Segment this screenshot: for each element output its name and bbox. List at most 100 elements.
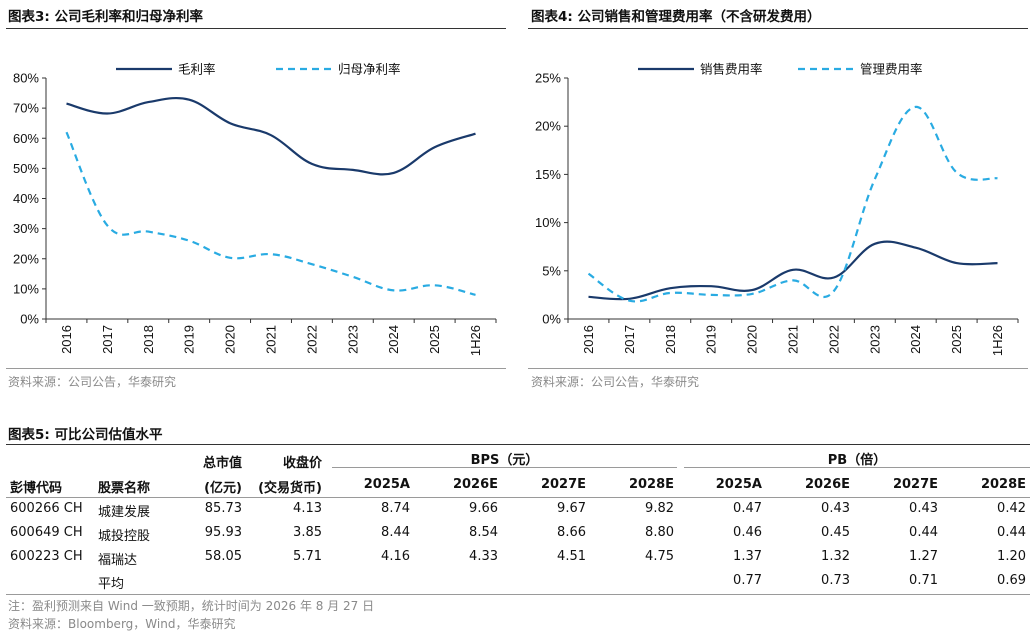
table-row-1-pb-2026e: 0.43 (821, 501, 850, 516)
table-row-1-name: 城建发展 (98, 505, 151, 520)
table-row-2-mktcap: 95.93 (204, 525, 242, 540)
chart3-title: 图表3: 公司毛利率和归母净利率 (8, 9, 203, 25)
chart3-y-tick-label: 60% (13, 131, 39, 146)
bps-group-rule (332, 467, 677, 468)
chart3-y-tick-label: 80% (13, 71, 39, 86)
table-row-1-pb-2025a: 0.47 (733, 501, 762, 516)
chart3-x-tick-label: 2018 (141, 325, 156, 354)
header-mktcap-2: (亿元) (204, 481, 242, 496)
chart4-x-tick-label: 1H26 (990, 325, 1005, 356)
chart3-y-tick-label: 10% (13, 281, 39, 296)
chart3-y-tick-label: 30% (13, 221, 39, 236)
table-row-3-bps-2027e: 4.51 (557, 549, 586, 564)
chart3-x-tick-label: 2025 (427, 325, 442, 354)
chart4-x-tick-label: 2020 (745, 325, 760, 354)
table-row-3-code: 600223 CH (10, 549, 83, 564)
chart4-x-tick-label: 2018 (663, 325, 678, 354)
table5-bottom-rule (6, 594, 1030, 595)
table-row-3-bps-2025a: 4.16 (381, 549, 410, 564)
table-row-2-pb-2026e: 0.45 (821, 525, 850, 540)
chart3-y-tick-label: 0% (20, 312, 39, 327)
chart3-x-tick-label: 2019 (182, 325, 197, 354)
table-row-2-bps-2026e: 8.54 (469, 525, 498, 540)
chart3-plot: 0% 10% 20% 30% 40% 50% 60% 70% 80% 2016 2017 2018 20… (13, 62, 497, 356)
header-bps-2028e: 2028E (628, 477, 674, 492)
table-row-1-mktcap: 85.73 (204, 501, 242, 516)
table-row-1-bps-2026e: 9.66 (469, 501, 498, 516)
chart3-source: 资料来源：公司公告，华泰研究 (8, 375, 177, 389)
table-row-2-pb-2025a: 0.46 (733, 525, 762, 540)
average-pb-2027e: 0.71 (909, 573, 938, 588)
chart4-x-tick-label: 2021 (786, 325, 801, 354)
chart3-y-tick-label: 50% (13, 161, 39, 176)
chart3-x-tick-label: 2021 (264, 325, 279, 354)
table-row-3-mktcap: 58.05 (204, 549, 242, 564)
chart4-title-rule (528, 28, 1028, 29)
table-row-1-bps-2028e: 9.82 (645, 501, 674, 516)
chart3-series-line-1 (66, 97, 476, 176)
chart4-y-tick-label: 0% (542, 312, 561, 327)
chart4-series-line-1 (588, 240, 998, 301)
chart4-x-tick-label: 2022 (826, 325, 841, 354)
chart4-plot: 0% 5% 10% 15% 20% 25% 2016 2017 2018 2019 2020 2021… (535, 62, 1019, 356)
chart4-source-rule (528, 368, 1028, 369)
table-row-3-pb-2027e: 1.27 (909, 549, 938, 564)
bps-group-header: BPS（元） (470, 453, 539, 468)
average-pb-2028e: 0.69 (997, 573, 1026, 588)
average-label: 平均 (98, 577, 125, 592)
average-pb-2026e: 0.73 (821, 573, 850, 588)
chart3-title-rule (6, 28, 506, 29)
header-code: 彭博代码 (10, 481, 63, 496)
table-row-2-bps-2025a: 8.44 (381, 525, 410, 540)
table-row-3-close: 5.71 (293, 549, 322, 564)
chart4-y-tick-label: 20% (535, 119, 561, 134)
table-row-2-pb-2028e: 0.44 (997, 525, 1026, 540)
chart3-x-tick-label: 2020 (223, 325, 238, 354)
chart4-legend-label-2: 管理费用率 (860, 62, 923, 77)
chart4-x-tick-label: 2023 (867, 325, 882, 354)
chart3-y-tick-label: 70% (13, 101, 39, 116)
chart4-x-tick-label: 2016 (581, 325, 596, 354)
pb-group-rule (684, 467, 1030, 468)
header-pb-2025a: 2025A (715, 477, 762, 492)
chart4-x-tick-label: 2019 (704, 325, 719, 354)
chart4-x-tick-label: 2024 (908, 325, 923, 354)
table-row-1-pb-2028e: 0.42 (997, 501, 1026, 516)
table-row-3-name: 福瑞达 (98, 553, 138, 568)
table5-note: 注：盈利预测来自 Wind 一致预期，统计时间为 2026 年 8 月 27 日 (8, 599, 375, 613)
header-pb-2028e: 2028E (980, 477, 1026, 492)
chart3-legend-label-2: 归母净利率 (338, 62, 401, 77)
header-bps-2025a: 2025A (363, 477, 410, 492)
chart4-title: 图表4: 公司销售和管理费用率（不含研发费用） (531, 9, 821, 25)
chart4-y-tick-label: 25% (535, 71, 561, 86)
table-row-3-pb-2028e: 1.20 (997, 549, 1026, 564)
table-row-2-name: 城投控股 (98, 529, 151, 544)
chart3-y-tick-label: 20% (13, 251, 39, 266)
table-row-3-pb-2026e: 1.32 (821, 549, 850, 564)
chart4-legend-label-1: 销售费用率 (700, 62, 763, 77)
header-bottom-rule (6, 497, 1030, 498)
chart3-series-line-2 (65, 131, 476, 296)
chart4-y-tick-label: 10% (535, 215, 561, 230)
chart3-x-tick-label: 2023 (345, 325, 360, 354)
chart3-legend-label-1: 毛利率 (178, 62, 216, 77)
chart4-series-line-2 (587, 105, 998, 303)
header-close-1: 收盘价 (282, 456, 322, 471)
table-row-3-bps-2026e: 4.33 (469, 549, 498, 564)
pb-group-header: PB（倍） (827, 453, 887, 468)
header-name: 股票名称 (98, 481, 151, 496)
chart3-source-rule (6, 368, 506, 369)
chart4-y-tick-label: 15% (535, 167, 561, 182)
chart4-source: 资料来源：公司公告，华泰研究 (531, 375, 700, 389)
chart4-x-tick-label: 2025 (949, 325, 964, 354)
table-row-3-bps-2028e: 4.75 (645, 549, 674, 564)
chart3-y-tick-label: 40% (13, 191, 39, 206)
chart3-x-tick-label: 2017 (100, 325, 115, 354)
table-row-2-code: 600649 CH (10, 525, 83, 540)
table-row-1-bps-2027e: 9.67 (557, 501, 586, 516)
chart3-x-tick-label: 2016 (59, 325, 74, 354)
chart3-x-tick-label: 1H26 (468, 325, 483, 356)
table-row-1-bps-2025a: 8.74 (381, 501, 410, 516)
table5-title: 图表5: 可比公司估值水平 (8, 427, 163, 443)
header-mktcap-1: 总市值 (202, 456, 242, 471)
